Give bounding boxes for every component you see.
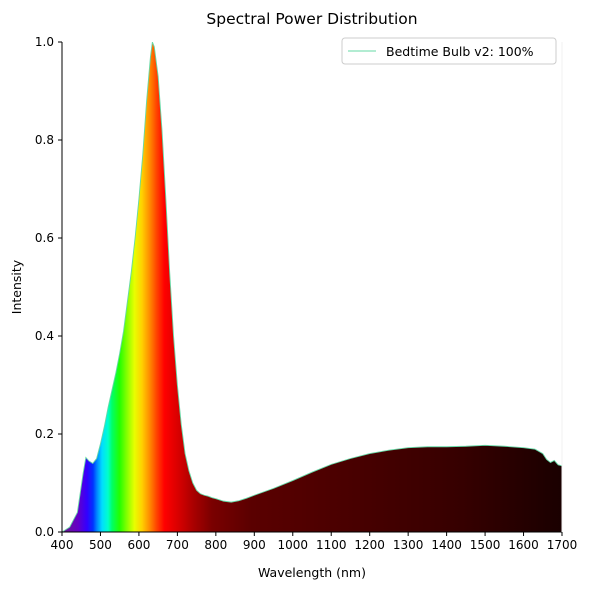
y-tick-label: 0.8	[35, 133, 54, 147]
x-tick-label: 1000	[277, 538, 308, 552]
x-tick-label: 400	[51, 538, 74, 552]
x-tick-label: 800	[204, 538, 227, 552]
y-tick-label: 0.2	[35, 427, 54, 441]
y-axis-title: Intensity	[9, 259, 24, 314]
x-axis-title: Wavelength (nm)	[258, 565, 366, 580]
x-tick-label: 1300	[393, 538, 424, 552]
y-tick-label: 0.6	[35, 231, 54, 245]
x-tick-label: 500	[89, 538, 112, 552]
x-tick-label: 1100	[316, 538, 347, 552]
y-tick-label: 0.0	[35, 525, 54, 539]
x-tick-label: 1600	[508, 538, 539, 552]
x-tick-label: 1700	[547, 538, 578, 552]
x-tick-label: 700	[166, 538, 189, 552]
chart-title: Spectral Power Distribution	[206, 10, 417, 28]
x-tick-label: 1200	[354, 538, 385, 552]
legend-label: Bedtime Bulb v2: 100%	[386, 44, 534, 59]
legend: Bedtime Bulb v2: 100%	[341, 37, 557, 65]
y-tick-label: 1.0	[35, 35, 54, 49]
x-axis-ticks: 400 500 600 700 800 900 1000 1100 1200 1300 1400 15…	[51, 532, 578, 552]
legend-box	[341, 37, 557, 65]
y-axis-ticks: 0.0 0.2 0.4 0.6 0.8 1.0	[35, 35, 62, 539]
spectrum-area-fill	[62, 42, 562, 532]
y-tick-label: 0.4	[35, 329, 54, 343]
series-line-bedtime-bulb	[62, 42, 562, 532]
x-tick-label: 1500	[470, 538, 501, 552]
x-tick-label: 900	[243, 538, 266, 552]
x-tick-label: 600	[127, 538, 150, 552]
x-tick-label: 1400	[431, 538, 462, 552]
